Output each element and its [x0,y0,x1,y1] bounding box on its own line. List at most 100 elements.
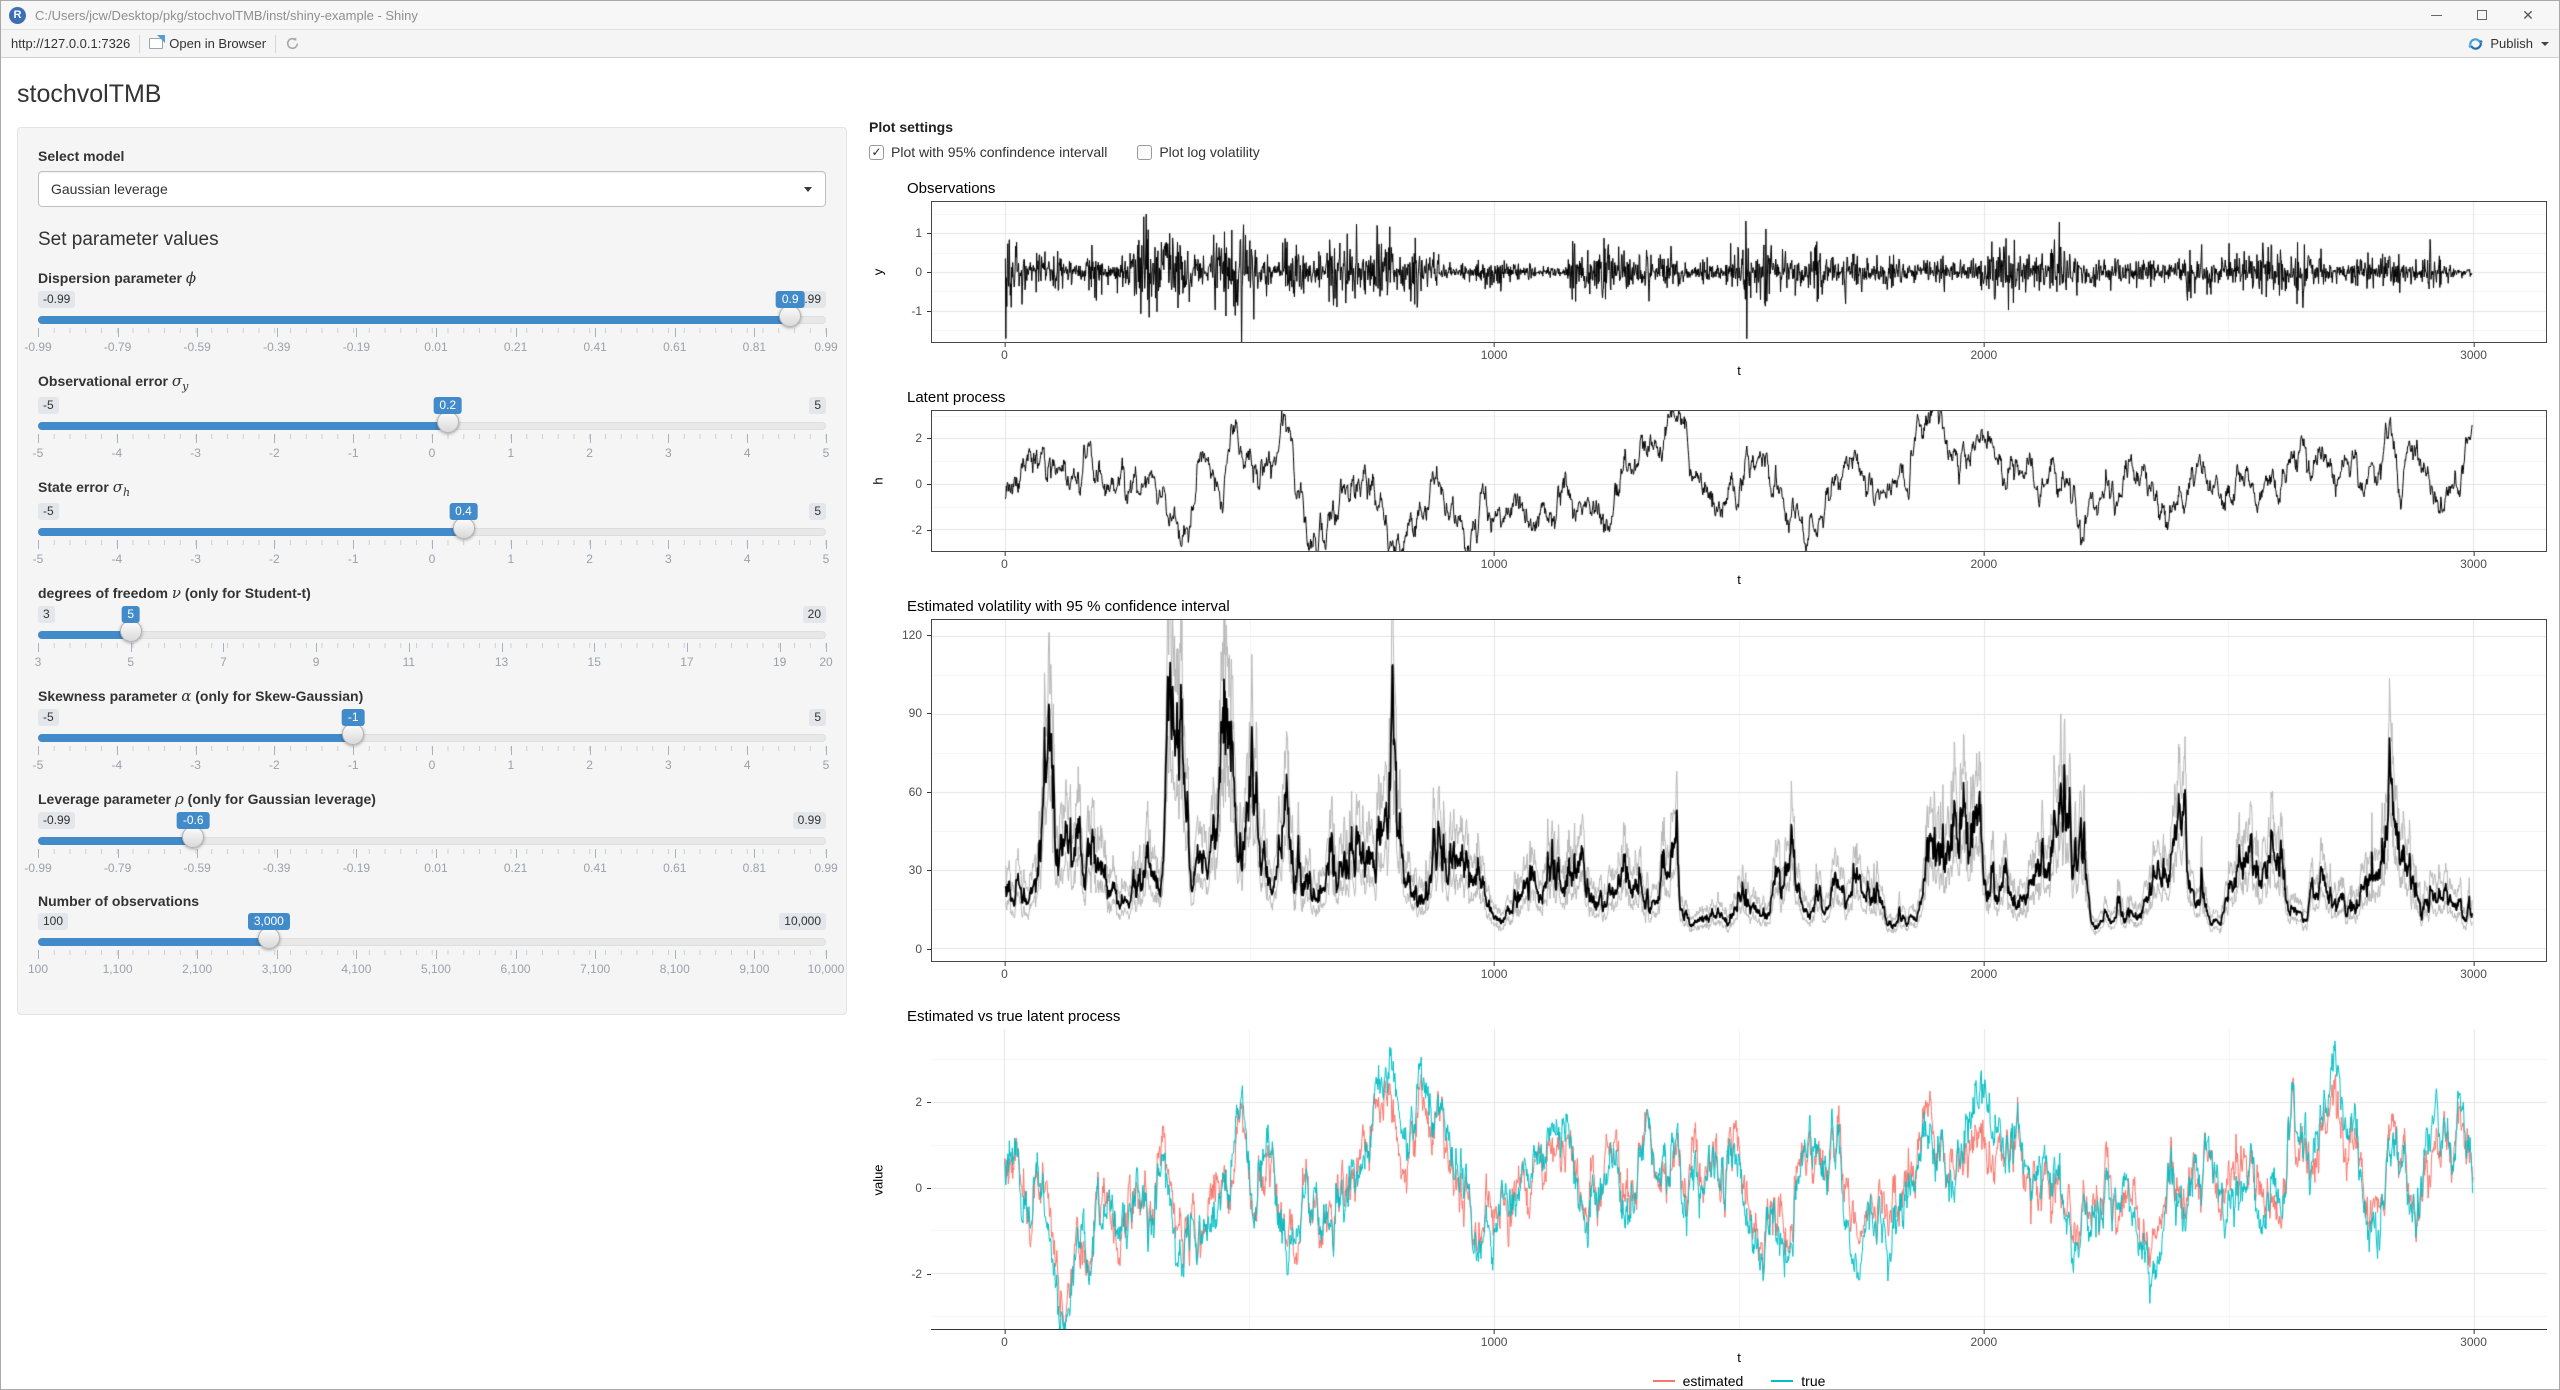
slider-grid-tick [353,539,355,549]
slider-grid-label: 0.01 [424,860,448,875]
close-button[interactable]: ✕ [2505,1,2551,29]
y-tick-label: -1 [911,304,931,319]
open-in-browser-button[interactable]: Open in Browser [149,35,266,51]
slider-handle[interactable] [257,926,280,949]
y-tick-label: -2 [911,523,931,538]
slider-grid-label: -0.79 [103,860,132,875]
slider-grid-label: -0.99 [24,340,52,354]
checkbox-box[interactable] [1137,144,1153,160]
slider-grid-tick [779,642,781,652]
close-icon: ✕ [2522,7,2534,23]
slider-grid-label: -1 [347,445,359,460]
y-axis-title: h [870,477,886,485]
y-tick-label: 2 [915,430,931,445]
legend-label: true [1801,1373,1826,1389]
slider-grid-tick [432,745,433,755]
slider-handle[interactable] [452,516,475,539]
minimize-button[interactable] [2413,1,2459,29]
slider-value-badge: 0.9 [775,291,805,308]
checkbox-box[interactable]: ✓ [869,144,884,160]
slider-grid-tick [276,949,278,959]
slider-track-area[interactable]: -5 5 0.2 -5 -4 -3 -2 -1 0 1 2 3 4 5 [33,396,829,463]
y-tick-label: 0 [915,941,931,956]
plot-canvas-observations [932,202,2546,342]
slider-grid-label: 0.41 [583,340,607,354]
slider-grid-tick [515,949,517,959]
slider-min-badge: -5 [38,396,59,414]
url-text: http://127.0.0.1:7326 [11,36,131,51]
y-tick-label: 0 [915,265,931,279]
slider-grid-tick [197,949,199,959]
slider-track-area[interactable]: -0.99 0.99 -0.6 -0.99 -0.79 -0.59 -0.39 -0.19 0.… [24,811,838,878]
legend-item: true [1771,1373,1825,1389]
slider-grid-tick [116,745,118,755]
slider-grid-tick [274,433,276,443]
slider-grid-tick [510,745,512,755]
slider-track-area[interactable]: -0.99 0.99 0.9 -0.99 -0.79 -0.59 -0.39 -0.19 0.0… [24,291,838,357]
slider-grid-label: 11 [402,654,416,669]
slider-min-badge: -5 [38,708,59,726]
symbol-subscript: y [182,379,189,393]
slider-grid-label: 13 [494,654,509,669]
slider-label: Observational error σy [38,372,189,393]
slider-min-badge: 3 [38,605,55,623]
x-tick-label: 2000 [1970,962,1998,981]
slider-grid-tick [826,745,827,755]
x-tick-label: 0 [1001,552,1008,571]
legend-item: estimated [1652,1373,1744,1389]
publish-label: Publish [2490,36,2533,51]
slider-max-badge: 5 [809,708,826,726]
slider-track-area[interactable]: -5 5 -1 -5 -4 -3 -2 -1 0 1 2 3 4 5 [33,708,829,775]
slider-grid-label: -0.99 [24,860,52,875]
x-axis-ticks: 0 1000 2000 3000 [931,962,2547,982]
x-axis-title: t [1737,572,1741,587]
slider-fill-bar [38,937,269,946]
slider-handle[interactable] [119,619,142,642]
refresh-button[interactable] [285,36,300,51]
slider-grid-tick [432,433,433,443]
slider-rho: Leverage parameter ρ (only for Gaussian … [24,790,838,878]
slider-grid-label: 100 [27,961,49,976]
slider-rail[interactable] [38,630,826,639]
slider-grid-tick [515,848,517,858]
slider-grid-tick [356,328,358,337]
slider-grid-label: -0.79 [103,340,132,354]
maximize-button[interactable] [2459,1,2505,29]
slider-track-area[interactable]: -5 5 0.4 -5 -4 -3 -2 -1 0 1 2 3 4 5 [33,502,829,569]
plot-est_vs_true: Estimated vs true latent process value -2 0… [869,1008,2547,1389]
slider-grid-tick [754,949,756,959]
slider-grid-label: 2,100 [182,961,213,976]
greek-symbol: ν [171,583,181,602]
y-axis-ticks: -2 0 2 [887,1029,931,1330]
slider-grid-tick [38,433,39,443]
plot-panel [931,619,2547,962]
slider-handle[interactable] [182,825,205,848]
slider-handle[interactable] [342,722,365,745]
slider-grid-tick [435,328,437,337]
maximize-icon [2477,10,2487,20]
slider-grid-tick [38,539,39,549]
publish-icon [2468,37,2484,50]
r-app-icon: R [9,6,26,24]
legend-label: estimated [1682,1373,1744,1389]
slider-grid-label: 0.81 [742,860,767,875]
model-select[interactable]: Gaussian leverage [38,171,826,207]
slider-track-area[interactable]: 100 10,000 3,000 100 1,100 2,100 3,100 4,100 5,1… [28,912,844,979]
publish-button[interactable]: Publish [2467,36,2549,51]
slider-grid-tick [510,539,512,549]
refresh-icon [287,37,299,50]
slider-grid-tick [668,433,670,443]
main-panel: Plot settings ✓ Plot with 95% confindence… [869,72,2551,1389]
slider-sigma_h: State error σh -5 5 0.4 -5 -4 -3 -2 -1 0 1 2 3 4 5 [33,478,829,569]
slider-handle[interactable] [436,410,459,433]
toolbar-divider [139,34,141,53]
slider-track-area[interactable]: 3 20 5 3 5 7 9 11 13 15 17 19 20 [35,605,833,672]
slider-handle[interactable] [779,305,802,327]
slider-grid-label: -0.39 [263,340,291,354]
checkbox-option-0[interactable]: ✓ Plot with 95% confindence intervall [869,144,1107,160]
checkbox-option-1[interactable]: Plot log volatility [1137,144,1260,160]
checkbox-label: Plot log volatility [1159,144,1260,160]
slider-grid-tick [276,328,278,337]
slider-grid-label: 0.99 [814,860,838,875]
slider-grid-label: 1 [507,445,515,460]
